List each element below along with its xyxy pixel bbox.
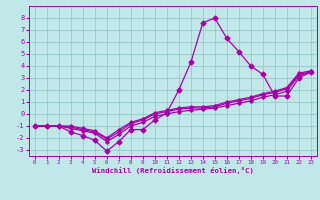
X-axis label: Windchill (Refroidissement éolien,°C): Windchill (Refroidissement éolien,°C) — [92, 167, 254, 174]
